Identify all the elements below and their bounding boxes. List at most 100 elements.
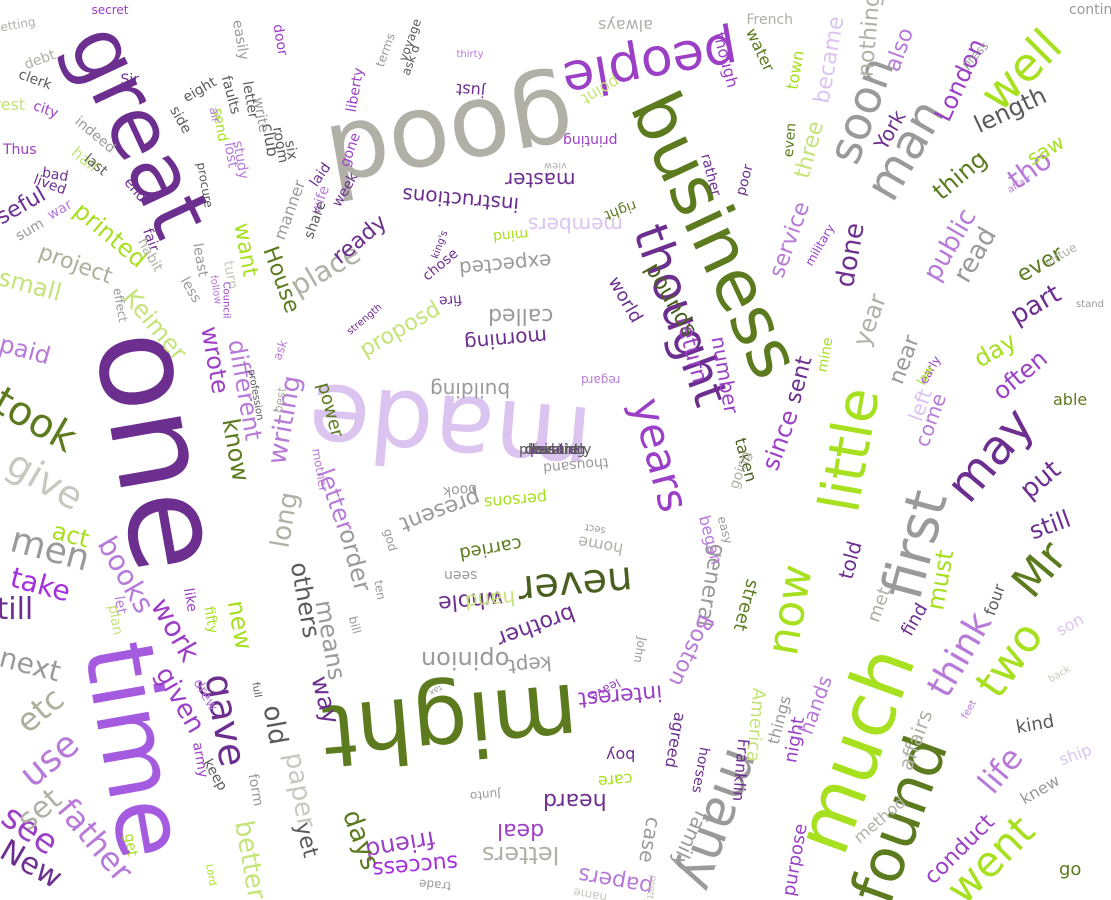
word-home-149: home (576, 532, 625, 559)
word-thus-184: Thus (3, 142, 37, 158)
word-six-205: six (280, 139, 300, 161)
word-ship-133: ship (1056, 739, 1094, 770)
word-seen-241: seen (443, 567, 477, 583)
word-continu-228: continu (1069, 2, 1111, 18)
word-means-58: means (309, 597, 351, 683)
word-service-100: service (764, 198, 815, 282)
word-use-30: use (11, 723, 88, 796)
word-john-226: John (630, 635, 650, 665)
word-easily-215: easily (228, 18, 252, 62)
word-follow-253: follow (207, 274, 224, 306)
word-order-56: order (333, 525, 377, 595)
word-find-128: find (897, 599, 933, 640)
word-fifty-174: fifty (199, 605, 221, 635)
word-america-143: America (741, 687, 770, 763)
word-now-20: now (756, 560, 823, 660)
word-clerk-189: clerk (16, 66, 54, 94)
word-since-98: since (756, 405, 804, 475)
word-eight-192: eight (180, 74, 220, 106)
word-done-117: done (829, 220, 871, 290)
word-way-59: way (304, 672, 345, 728)
word-kind-131: kind (1014, 710, 1056, 739)
word-called-87: called (487, 303, 553, 328)
word-old-60: old (256, 702, 294, 748)
word-laid-214: laid (306, 160, 334, 190)
word-new-62: new (221, 598, 258, 652)
word-might-6: might (318, 663, 583, 788)
word-least-202: least (189, 241, 211, 279)
word-form-173: form (244, 772, 266, 808)
word-even-160: even (780, 122, 800, 158)
word-city-182: city (30, 98, 60, 122)
word-book-153: book (442, 480, 478, 500)
word-bill-240: bill (345, 614, 364, 636)
word-pleasantly-271: pleasantly (519, 442, 592, 458)
word-law-233: law (913, 362, 936, 388)
word-persons-151: persons (482, 488, 548, 513)
word-success-73: success (371, 849, 460, 882)
word-hand-81: hand (464, 585, 517, 615)
word-took-26: took (0, 378, 85, 462)
word-kept-82: kept (507, 651, 553, 679)
word-sect-242: sect (583, 521, 606, 536)
word-bad-186: bad (40, 164, 70, 186)
word-never-17: never (515, 557, 634, 613)
word-case-77: case (634, 815, 666, 865)
word-back-261: back (1046, 663, 1073, 686)
word-till-37: till (0, 592, 34, 627)
word-care-219: care (596, 769, 633, 792)
word-opinion-65: opinion (421, 646, 510, 674)
word-trade-222: trade (418, 876, 452, 894)
word-carried-150: carried (457, 532, 523, 565)
word-military-230: military (802, 221, 838, 269)
word-still-123: still (1025, 504, 1075, 546)
word-just-155: just (454, 79, 486, 102)
word-ask-259: ask (269, 337, 290, 363)
word-building-93: building (430, 378, 511, 402)
word-next-36: next (0, 640, 65, 689)
word-sir-191: Sir (120, 72, 140, 88)
word-year-118: year (847, 290, 893, 350)
word-four-129: four (980, 581, 1010, 619)
word-french-227: French (746, 12, 794, 28)
word-part-114: part (1004, 278, 1066, 332)
word-full-264: full (248, 681, 263, 699)
word-better-70: better (228, 818, 272, 900)
word-work-d-268: work'd (531, 442, 579, 458)
word-mind-166: mind (491, 225, 529, 245)
word-terms-245: terms (372, 31, 398, 69)
word-like-175: like (180, 586, 200, 614)
word-put-122: put (1013, 454, 1067, 506)
word-always-161: always (597, 16, 653, 35)
word-view-248: view (543, 160, 567, 171)
word-fire-168: fire (437, 291, 463, 309)
word-printing-162: printing (562, 132, 618, 148)
word-thing-108: thing (927, 144, 993, 206)
word-form-d-267: form'd (532, 442, 578, 458)
word-letters-72: letters (481, 841, 559, 869)
word-setting-256: setting (0, 14, 37, 36)
word-doubling-270: doubling (524, 442, 586, 458)
word-thousand-152: thousand (541, 454, 609, 476)
word-agreed-144: agreed (661, 710, 690, 770)
word-regard-224: regard (580, 373, 620, 387)
word-able-124: able (1053, 390, 1088, 409)
word-boston-79: Boston (663, 610, 718, 690)
word-boy-218: boy (605, 746, 635, 765)
word-get-178: get (120, 832, 140, 858)
word-yet-69: yet (288, 819, 323, 861)
word-morning-88: morning (462, 324, 548, 356)
word-expected-89: expected (457, 249, 553, 281)
word-god-238: god (380, 527, 400, 553)
word-door-217: door (269, 22, 291, 58)
word-street-146: street (728, 576, 763, 634)
word-mine-234: mine (814, 336, 836, 374)
word-years-16: years (621, 392, 699, 518)
word-paper-61: paper (278, 750, 322, 830)
word-thirty-247: thirty (456, 49, 484, 60)
word-saw-112: saw (1022, 129, 1068, 171)
word-question-266: question (525, 442, 586, 458)
word-mr-22: Mr (1002, 531, 1078, 608)
word-air-258: air (206, 106, 224, 124)
